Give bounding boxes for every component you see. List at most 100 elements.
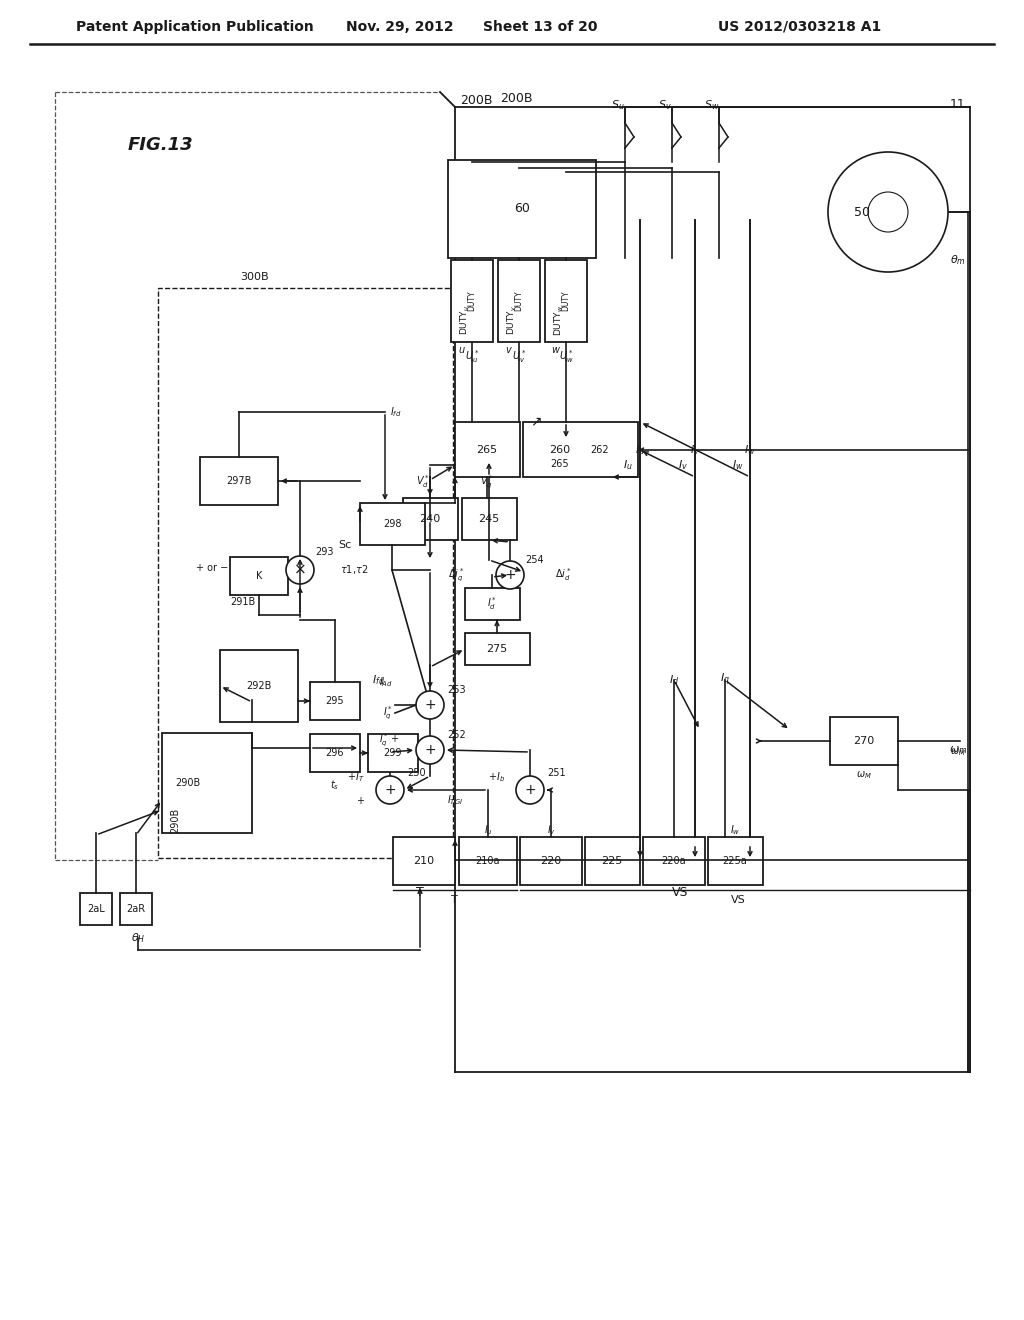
- Text: $I_w$: $I_w$: [732, 458, 743, 471]
- Text: 275: 275: [486, 644, 508, 653]
- Text: $I_{fd}$: $I_{fd}$: [372, 673, 384, 686]
- Text: $I_u$: $I_u$: [623, 458, 633, 471]
- Text: 2aL: 2aL: [87, 904, 104, 913]
- Text: $V_d^*$: $V_d^*$: [416, 474, 430, 491]
- Text: 210: 210: [414, 855, 434, 866]
- Text: VS: VS: [731, 895, 745, 906]
- Text: 200B: 200B: [460, 94, 493, 107]
- Text: $I_v$: $I_v$: [678, 458, 688, 471]
- Text: 292B: 292B: [247, 681, 271, 690]
- Text: 293: 293: [315, 546, 334, 557]
- Bar: [545, 260, 587, 342]
- Text: 299: 299: [384, 748, 402, 758]
- Text: Patent Application Publication: Patent Application Publication: [76, 20, 314, 34]
- Text: Sheet 13 of 20: Sheet 13 of 20: [482, 20, 597, 34]
- Text: 251: 251: [547, 768, 565, 777]
- Text: DUTY$_u$: DUTY$_u$: [459, 305, 471, 335]
- Text: 11: 11: [950, 99, 966, 111]
- Text: $w$: $w$: [551, 345, 561, 355]
- Bar: [455, 422, 520, 477]
- Text: $I_{TGI}$: $I_{TGI}$: [446, 793, 463, 807]
- Text: $I_v$: $I_v$: [547, 824, 555, 837]
- Text: DUTY: DUTY: [514, 290, 523, 312]
- Text: +: +: [524, 783, 536, 797]
- Text: 300B: 300B: [240, 272, 268, 282]
- Text: 291B: 291B: [230, 597, 255, 607]
- Bar: [368, 734, 418, 772]
- Circle shape: [416, 690, 444, 719]
- Text: DUTY: DUTY: [468, 290, 476, 312]
- Text: $I_d^*$: $I_d^*$: [487, 595, 497, 612]
- Bar: [158, 288, 453, 858]
- Text: 2aR: 2aR: [126, 904, 145, 913]
- Bar: [451, 260, 493, 342]
- Text: DUTY: DUTY: [561, 290, 570, 312]
- Text: 298: 298: [383, 519, 401, 529]
- Text: $\nearrow$: $\nearrow$: [527, 414, 543, 429]
- Text: VS: VS: [672, 886, 688, 899]
- Text: Nov. 29, 2012: Nov. 29, 2012: [346, 20, 454, 34]
- Text: $I_w$: $I_w$: [744, 444, 756, 457]
- Text: $\Delta i_q^*$: $\Delta i_q^*$: [449, 566, 465, 583]
- Text: 210a: 210a: [476, 855, 501, 866]
- Text: $u$: $u$: [458, 345, 466, 355]
- Text: $I_q^*+$: $I_q^*+$: [379, 731, 400, 748]
- Text: T: T: [416, 886, 424, 899]
- Text: 253: 253: [447, 685, 466, 696]
- Circle shape: [516, 776, 544, 804]
- Text: 240: 240: [420, 513, 440, 524]
- Text: $v$: $v$: [505, 345, 513, 355]
- Text: $S_v$: $S_v$: [658, 98, 672, 112]
- Text: 265: 265: [476, 445, 498, 455]
- Text: 262: 262: [591, 445, 609, 455]
- Text: 290B: 290B: [170, 808, 180, 833]
- Text: $t_s$: $t_s$: [331, 777, 340, 792]
- Bar: [360, 503, 425, 545]
- Text: ×: ×: [294, 562, 306, 578]
- Text: FIG.13: FIG.13: [127, 136, 193, 154]
- Bar: [523, 422, 638, 477]
- Text: 270: 270: [853, 737, 874, 746]
- Bar: [643, 837, 705, 884]
- Text: $U_u^*$: $U_u^*$: [465, 348, 479, 366]
- Text: $S_w$: $S_w$: [705, 98, 720, 112]
- Bar: [830, 717, 898, 766]
- Text: 260: 260: [550, 445, 570, 455]
- Text: $\theta_H$: $\theta_H$: [131, 931, 145, 945]
- Text: T: T: [451, 895, 458, 906]
- Circle shape: [416, 737, 444, 764]
- Bar: [393, 837, 455, 884]
- Text: DUTY$_w$: DUTY$_w$: [553, 304, 565, 335]
- Text: $I_u$: $I_u$: [635, 444, 645, 457]
- Text: $I_{Ad}$: $I_{Ad}$: [379, 675, 393, 689]
- Text: DUTY$_v$: DUTY$_v$: [506, 305, 518, 335]
- Bar: [120, 894, 152, 925]
- Bar: [230, 557, 288, 595]
- Text: Sc: Sc: [338, 540, 351, 550]
- Text: $\Delta i_d^*$: $\Delta i_d^*$: [555, 566, 571, 583]
- Text: 225: 225: [601, 855, 623, 866]
- Bar: [200, 457, 278, 506]
- Bar: [520, 837, 582, 884]
- Text: +: +: [424, 743, 436, 756]
- Bar: [449, 160, 596, 257]
- Text: $I_u$: $I_u$: [483, 824, 493, 837]
- Circle shape: [286, 556, 314, 583]
- Bar: [80, 894, 112, 925]
- Text: 225a: 225a: [723, 855, 748, 866]
- Text: $\theta_m$: $\theta_m$: [950, 253, 966, 267]
- Text: 220: 220: [541, 855, 561, 866]
- Circle shape: [828, 152, 948, 272]
- Text: K: K: [256, 572, 262, 581]
- Text: 295: 295: [326, 696, 344, 706]
- Bar: [459, 837, 517, 884]
- Bar: [708, 837, 763, 884]
- Text: $+I_T$: $+I_T$: [347, 770, 365, 784]
- Text: 60: 60: [514, 202, 530, 215]
- Bar: [220, 649, 298, 722]
- Text: $V_q^*$: $V_q^*$: [480, 474, 494, 491]
- Text: 265: 265: [551, 459, 569, 469]
- Text: +: +: [504, 568, 516, 582]
- Text: $\tau$1,$\tau$2: $\tau$1,$\tau$2: [340, 564, 369, 577]
- Text: $U_v^*$: $U_v^*$: [512, 348, 526, 366]
